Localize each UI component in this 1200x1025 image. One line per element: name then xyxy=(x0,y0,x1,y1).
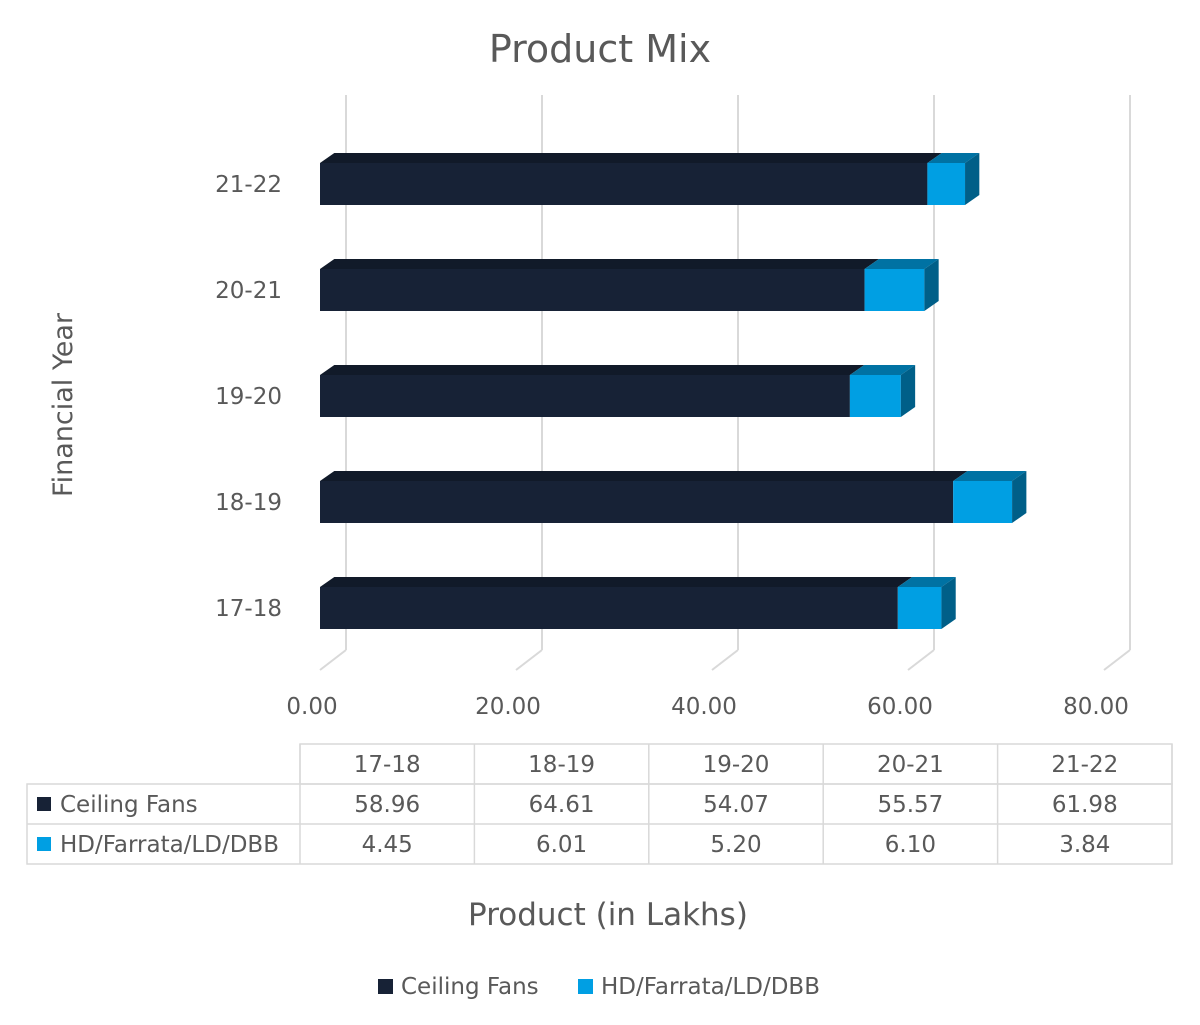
table-header-cell: 17-18 xyxy=(354,752,421,778)
bar-Ceiling Fans-18-19 xyxy=(320,481,954,523)
bar-top-face xyxy=(320,577,913,587)
table-value-cell: 4.45 xyxy=(362,832,413,858)
bar-group-19-20 xyxy=(320,365,916,417)
table-header-cell: 19-20 xyxy=(703,752,770,778)
table-header-cell: 21-22 xyxy=(1051,752,1118,778)
table-value-cell: 58.96 xyxy=(354,792,420,818)
bar-group-17-18 xyxy=(320,577,956,629)
y-category-label: 18-19 xyxy=(215,490,282,516)
y-category-label: 17-18 xyxy=(215,596,282,622)
bar-Ceiling Fans-21-22 xyxy=(320,163,928,205)
floor-tick-line xyxy=(711,649,739,671)
bar-HD/Farrata/LD/DBB-17-18 xyxy=(897,587,942,629)
table-value-cell: 5.20 xyxy=(710,832,761,858)
table-value-cell: 55.57 xyxy=(877,792,943,818)
plot-floor xyxy=(319,649,1131,671)
bar-side-face xyxy=(924,259,939,311)
bar-group-21-22 xyxy=(320,153,980,205)
bar-side-face xyxy=(1012,471,1027,523)
bar-top-face xyxy=(320,153,942,163)
y-axis-label: Financial Year xyxy=(48,312,79,497)
table-series-label: Ceiling Fans xyxy=(60,792,198,818)
table-value-cell: 6.10 xyxy=(885,832,936,858)
y-category-label: 19-20 xyxy=(215,384,282,410)
bar-Ceiling Fans-17-18 xyxy=(320,587,898,629)
bar-top-face xyxy=(320,259,879,269)
bar-group-20-21 xyxy=(320,259,939,311)
bar-top-face xyxy=(927,153,980,163)
legend: Ceiling Fans HD/Farrata/LD/DBB xyxy=(378,974,820,1000)
bar-Ceiling Fans-19-20 xyxy=(320,375,850,417)
bar-Ceiling Fans-20-21 xyxy=(320,269,865,311)
floor-tick-line xyxy=(907,649,935,671)
bar-top-face xyxy=(320,365,865,375)
bar-side-face xyxy=(941,577,956,629)
bar-HD/Farrata/LD/DBB-20-21 xyxy=(864,269,925,311)
y-category-label: 21-22 xyxy=(215,172,282,198)
x-tick-label: 20.00 xyxy=(475,694,541,720)
bar-HD/Farrata/LD/DBB-18-19 xyxy=(953,481,1013,523)
table-header-cell: 20-21 xyxy=(877,752,944,778)
table-value-cell: 3.84 xyxy=(1059,832,1110,858)
x-tick-label: 80.00 xyxy=(1063,694,1129,720)
table-header-cell: 18-19 xyxy=(528,752,595,778)
bar-top-face xyxy=(897,577,956,587)
x-tick-label: 60.00 xyxy=(867,694,933,720)
bars xyxy=(320,153,1027,629)
legend-swatch-0 xyxy=(378,979,393,994)
table-value-cell: 6.01 xyxy=(536,832,587,858)
table-legend-key xyxy=(37,837,51,851)
legend-swatch-1 xyxy=(578,979,593,994)
x-tick-label: 0.00 xyxy=(286,694,337,720)
x-tick-label: 40.00 xyxy=(671,694,737,720)
bar-side-face xyxy=(900,365,916,417)
bar-top-face xyxy=(864,259,939,269)
floor-tick-line xyxy=(515,649,543,671)
bar-top-face xyxy=(953,471,1027,481)
legend-label: Ceiling Fans xyxy=(401,974,539,1000)
bar-side-face xyxy=(965,153,980,205)
data-table: 17-18 18-19 19-20 20-21 21-22 Ceiling Fans 58.… xyxy=(26,743,1173,865)
table-value-cell: 61.98 xyxy=(1052,792,1118,818)
x-axis-ticks: 0.00 20.00 40.00 60.00 80.00 xyxy=(286,694,1129,720)
legend-label: HD/Farrata/LD/DBB xyxy=(601,974,820,1000)
table-value-cell: 64.61 xyxy=(529,792,595,818)
bar-group-18-19 xyxy=(320,471,1027,523)
table-value-cell: 54.07 xyxy=(703,792,769,818)
x-axis-label: Product (in Lakhs) xyxy=(468,897,748,933)
y-category-label: 20-21 xyxy=(215,278,282,304)
bar-top-face xyxy=(849,365,916,375)
table-series-label: HD/Farrata/LD/DBB xyxy=(60,832,279,858)
bar-HD/Farrata/LD/DBB-19-20 xyxy=(849,375,901,417)
y-axis-categories: 17-18 18-19 19-20 20-21 21-22 xyxy=(215,172,282,622)
floor-tick-line xyxy=(319,649,347,671)
chart-title: Product Mix xyxy=(489,27,711,71)
bar-top-face xyxy=(320,471,968,481)
bar-HD/Farrata/LD/DBB-21-22 xyxy=(927,163,966,205)
table-legend-key xyxy=(37,797,51,811)
floor-tick-line xyxy=(1103,649,1131,671)
